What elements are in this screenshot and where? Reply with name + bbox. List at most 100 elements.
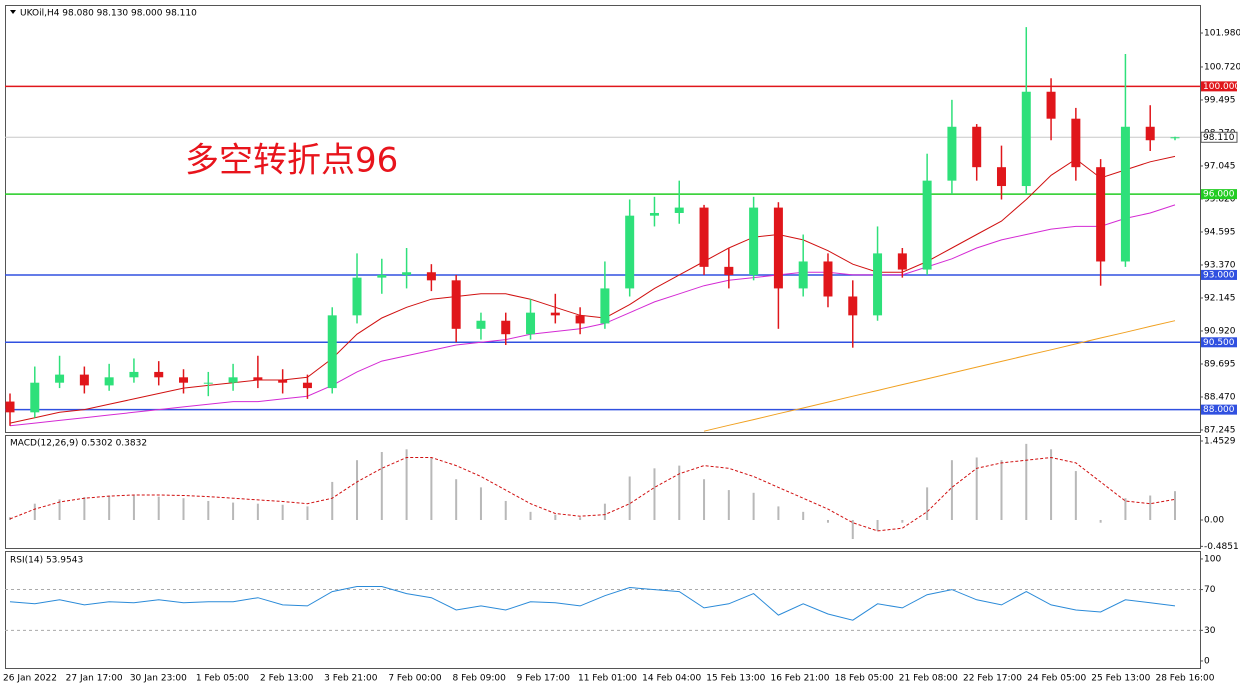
- candle-body: [426, 272, 436, 281]
- macd-bar: [182, 498, 185, 520]
- macd-bar: [901, 519, 904, 523]
- candle-body: [55, 374, 65, 383]
- candle-body: [154, 371, 164, 378]
- x-tick-label: 18 Feb 05:00: [835, 674, 894, 684]
- macd-bar: [975, 457, 978, 520]
- candle-body: [897, 253, 907, 270]
- candle-body: [253, 377, 263, 381]
- candle-body: [1096, 167, 1106, 262]
- macd-bar: [108, 495, 111, 520]
- macd-bar: [777, 506, 780, 520]
- candle-body: [749, 207, 759, 275]
- current-price-label: 98.110: [1203, 133, 1235, 143]
- y-tick-label: 90.920: [1204, 326, 1236, 336]
- candle-body: [1071, 118, 1081, 168]
- candle-body: [600, 288, 610, 324]
- x-tick-label: 14 Feb 04:00: [642, 674, 701, 684]
- candle-body: [724, 266, 734, 275]
- current-price-box: [1200, 131, 1238, 143]
- y-tick-label: 30: [1204, 626, 1216, 636]
- y-tick-label: 87.245: [1204, 425, 1236, 435]
- candle-body: [526, 312, 536, 335]
- x-tick-label: 11 Feb 01:00: [578, 674, 637, 684]
- macd-bar: [1124, 498, 1127, 520]
- candle-body: [402, 272, 412, 275]
- candle-body: [996, 167, 1006, 187]
- macd-bar: [1099, 519, 1102, 523]
- rsi-title: RSI(14) 53.9543: [10, 556, 83, 566]
- y-tick-label: 93.370: [1204, 260, 1236, 270]
- macd-bar: [727, 490, 730, 520]
- y-tick-label: 88.470: [1204, 392, 1236, 402]
- candle-body: [773, 207, 783, 289]
- moving-average: [9, 204, 1176, 427]
- macd-bar: [405, 449, 408, 520]
- macd-bar: [157, 496, 160, 520]
- candle-body: [1046, 91, 1056, 119]
- candle-body: [873, 253, 883, 316]
- candle-body: [451, 280, 461, 329]
- macd-bar: [653, 468, 656, 520]
- main-panel: [5, 5, 1201, 433]
- candle-body: [302, 382, 312, 389]
- y-tick-label: 70: [1204, 585, 1216, 595]
- x-tick-label: 25 Feb 13:00: [1091, 674, 1150, 684]
- macd-bar: [802, 511, 805, 520]
- macd-bar: [207, 500, 210, 520]
- candle-body: [823, 261, 833, 297]
- candle-body: [203, 382, 213, 384]
- macd-bar: [926, 487, 929, 520]
- moving-average: [703, 320, 1176, 432]
- candle-body: [798, 261, 808, 289]
- level-label-box: [1201, 337, 1237, 348]
- x-tick-label: 28 Feb 16:00: [1155, 674, 1214, 684]
- candle-body: [947, 126, 957, 181]
- level-label-box: [1201, 269, 1237, 280]
- macd-bar: [430, 457, 433, 520]
- rsi-panel: [5, 551, 1201, 669]
- x-tick-label: 15 Feb 13:00: [706, 674, 765, 684]
- macd-bar: [306, 506, 309, 520]
- level-label-box: [1201, 81, 1237, 92]
- y-tick-label: 101.980: [1204, 29, 1240, 39]
- macd-bar: [1025, 443, 1028, 520]
- x-tick-label: 22 Feb 17:00: [963, 674, 1022, 684]
- macd-bar: [1174, 491, 1176, 520]
- candle-body: [30, 382, 40, 413]
- x-tick-label: 27 Jan 17:00: [66, 674, 123, 684]
- x-tick-label: 21 Feb 08:00: [899, 674, 958, 684]
- y-tick-label: 92.145: [1204, 293, 1236, 303]
- macd-bar: [356, 460, 359, 520]
- macd-bar: [1149, 495, 1152, 520]
- y-tick-label: -0.4851: [1204, 542, 1239, 552]
- level-label-box: [1201, 404, 1237, 415]
- x-tick-label: 8 Feb 09:00: [453, 674, 507, 684]
- macd-bar: [83, 497, 86, 520]
- level-label: 96.000: [1203, 190, 1235, 200]
- candle-body: [625, 215, 635, 289]
- macd-bar: [479, 487, 482, 520]
- macd-bar: [455, 479, 458, 520]
- macd-bar: [331, 481, 334, 520]
- macd-bar: [678, 465, 681, 520]
- candle-body: [79, 374, 89, 386]
- moving-average: [9, 155, 1176, 424]
- candle-body: [1170, 137, 1180, 139]
- macd-bar: [1050, 449, 1053, 520]
- macd-bar: [950, 460, 953, 520]
- macd-bar: [851, 519, 854, 540]
- y-tick-label: 100: [1204, 554, 1221, 564]
- candle-body: [575, 315, 585, 324]
- rsi-line: [9, 586, 1176, 621]
- macd-bar: [826, 519, 829, 523]
- x-tick-label: 7 Feb 00:00: [388, 674, 442, 684]
- candle-body: [104, 377, 114, 386]
- y-tick-label: 1.4529: [1204, 436, 1236, 446]
- y-tick-label: 99.495: [1204, 95, 1236, 105]
- candle-body: [377, 274, 387, 278]
- candle-body: [1145, 126, 1155, 141]
- x-tick-label: 26 Jan 2022: [3, 674, 57, 684]
- y-tick-label: 95.820: [1204, 194, 1236, 204]
- macd-signal: [9, 456, 1176, 532]
